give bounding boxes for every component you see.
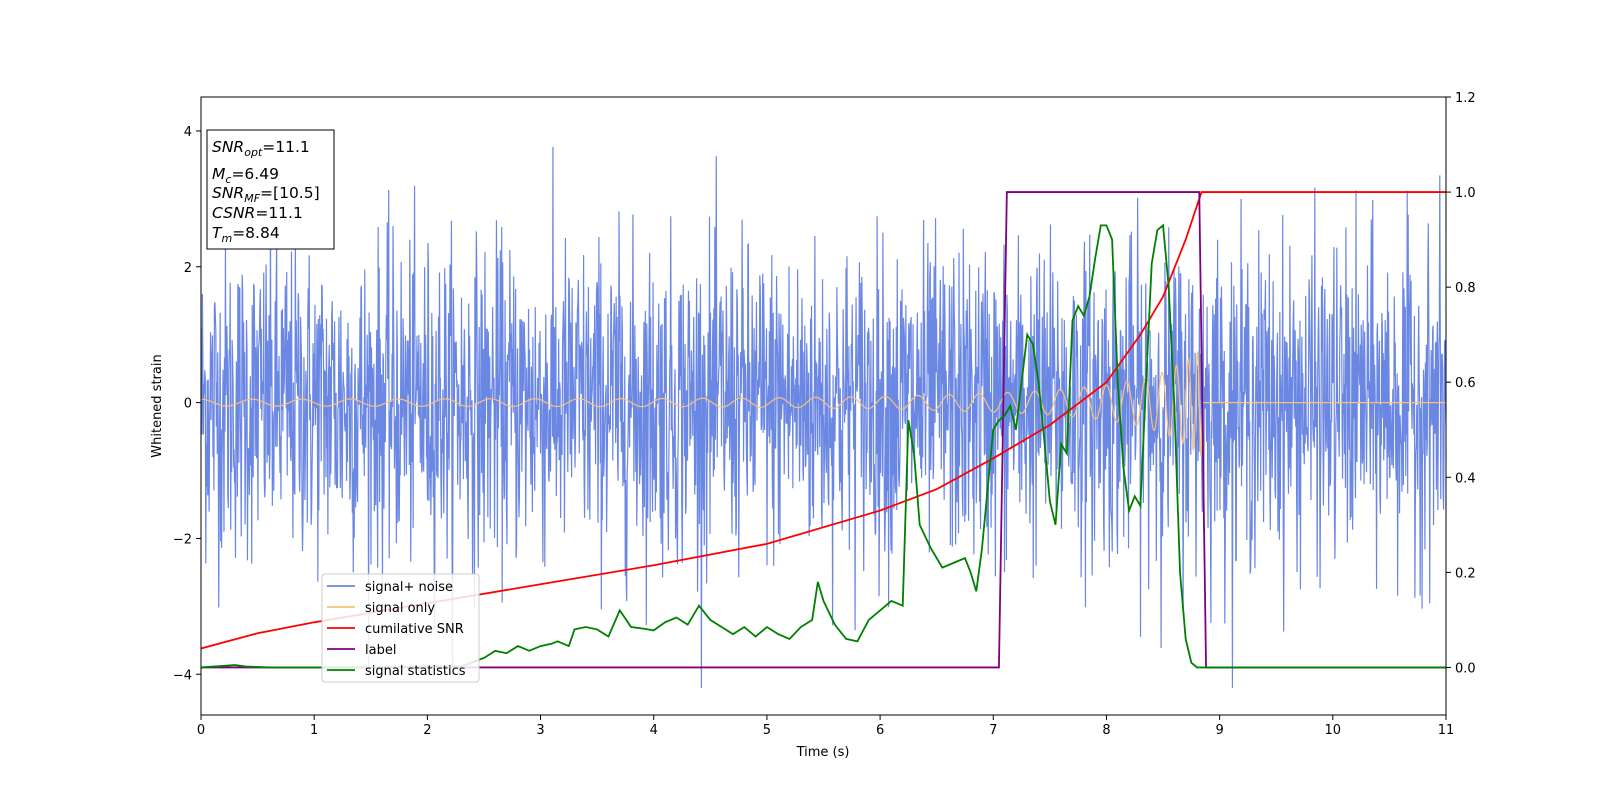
annotation-line: Tm=8.84 bbox=[212, 224, 280, 245]
y-left-tick-label: 2 bbox=[184, 261, 192, 276]
x-tick-label: 6 bbox=[876, 723, 884, 738]
legend-entry: label bbox=[365, 643, 396, 658]
x-tick-label: 4 bbox=[650, 723, 658, 738]
y-right-tick-label: 0.2 bbox=[1455, 566, 1476, 581]
x-tick-label: 10 bbox=[1325, 723, 1342, 738]
x-tick-label: 0 bbox=[197, 723, 205, 738]
legend-entry: signal statistics bbox=[365, 664, 466, 679]
x-tick-label: 3 bbox=[536, 723, 544, 738]
plot-frame bbox=[200, 96, 1447, 716]
x-tick-label: 2 bbox=[423, 723, 431, 738]
y-right-tick-label: 0.4 bbox=[1455, 471, 1476, 486]
y-right-tick-label: 0.8 bbox=[1455, 281, 1476, 296]
x-tick-label: 5 bbox=[763, 723, 771, 738]
y-axis-label: Whitened strain bbox=[150, 354, 165, 457]
x-tick-label: 9 bbox=[1215, 723, 1223, 738]
series-signal-only bbox=[201, 351, 1446, 456]
series-signal-statistics bbox=[201, 223, 1446, 669]
x-axis-label: Time (s) bbox=[796, 745, 850, 760]
y-left-tick-label: −2 bbox=[173, 532, 192, 547]
annotation-line: Mc=6.49 bbox=[212, 165, 279, 186]
x-tick-label: 7 bbox=[989, 723, 997, 738]
annotation-frame bbox=[206, 129, 335, 250]
legend: signal+ noise signal only cumilative SNR la… bbox=[321, 573, 480, 683]
legend-entry: cumilative SNR bbox=[365, 622, 464, 637]
y-right-tick-label: 1.2 bbox=[1455, 91, 1476, 106]
series-signal-noise bbox=[201, 146, 1446, 688]
annotation-line: CSNR=11.1 bbox=[212, 204, 303, 222]
y-left-tick-label: 4 bbox=[184, 125, 192, 140]
annotation-line: SNRopt=11.1 bbox=[212, 138, 310, 159]
y-right-tick-label: 0.6 bbox=[1455, 376, 1476, 391]
y-left-tick-label: −4 bbox=[173, 668, 192, 683]
x-tick-label: 8 bbox=[1102, 723, 1110, 738]
y-left-tick-label: 0 bbox=[184, 397, 192, 412]
annotation-line: SNRMF=[10.5] bbox=[212, 184, 320, 205]
y-right-tick-label: 1.0 bbox=[1455, 186, 1476, 201]
x-tick-label: 11 bbox=[1438, 723, 1455, 738]
legend-entry: signal only bbox=[365, 601, 435, 616]
x-tick-label: 1 bbox=[310, 723, 318, 738]
legend-frame bbox=[321, 573, 480, 683]
axes: 0 1 2 3 4 5 6 7 8 9 10 11 −4 −2 0 2 4 0.0 0.2 0.4 0.6 0.8 1.0 1… bbox=[173, 91, 1476, 738]
legend-entry: signal+ noise bbox=[365, 580, 453, 595]
y-right-tick-label: 0.0 bbox=[1455, 661, 1476, 676]
